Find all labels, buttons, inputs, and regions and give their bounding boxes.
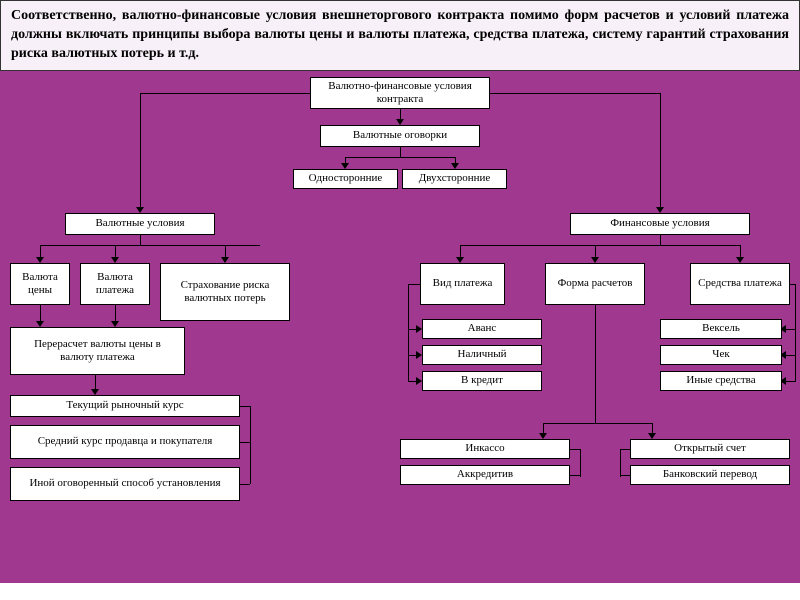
node-payment-currency: Валюта платежа [80, 263, 150, 305]
node-payment-form: Форма расчетов [545, 263, 645, 305]
node-other-means: Иные средства [660, 371, 782, 391]
node-clauses: Валютные оговорки [320, 125, 480, 147]
node-advance: Аванс [422, 319, 542, 339]
node-payment-type: Вид платежа [420, 263, 505, 305]
node-price-currency: Валюта цены [10, 263, 70, 305]
node-bill: Вексель [660, 319, 782, 339]
node-credit: В кредит [422, 371, 542, 391]
node-risk-insurance: Страхование риска валютных потерь [160, 263, 290, 321]
node-cash: Наличный [422, 345, 542, 365]
node-root: Валютно-финансовые условия контракта [310, 77, 490, 109]
header-text: Соответственно, валютно-финансовые услов… [0, 0, 800, 71]
node-letter-credit: Аккредитив [400, 465, 570, 485]
node-bilateral: Двухсторонние [402, 169, 507, 189]
node-current-rate: Текущий рыночный курс [10, 395, 240, 417]
node-unilateral: Односторонние [293, 169, 398, 189]
node-currency-conditions: Валютные условия [65, 213, 215, 235]
node-open-account: Открытый счет [630, 439, 790, 459]
flowchart-diagram: Валютно-финансовые условия контракта Вал… [0, 71, 800, 583]
node-other-rate: Иной оговоренный способ установления [10, 467, 240, 501]
node-bank-transfer: Банковский перевод [630, 465, 790, 485]
node-financial-conditions: Финансовые условия [570, 213, 750, 235]
node-incasso: Инкассо [400, 439, 570, 459]
node-payment-means: Средства платежа [690, 263, 790, 305]
node-avg-rate: Средний курс продавца и покупателя [10, 425, 240, 459]
node-recalc: Перерасчет валюты цены в валюту платежа [10, 327, 185, 375]
node-cheque: Чек [660, 345, 782, 365]
